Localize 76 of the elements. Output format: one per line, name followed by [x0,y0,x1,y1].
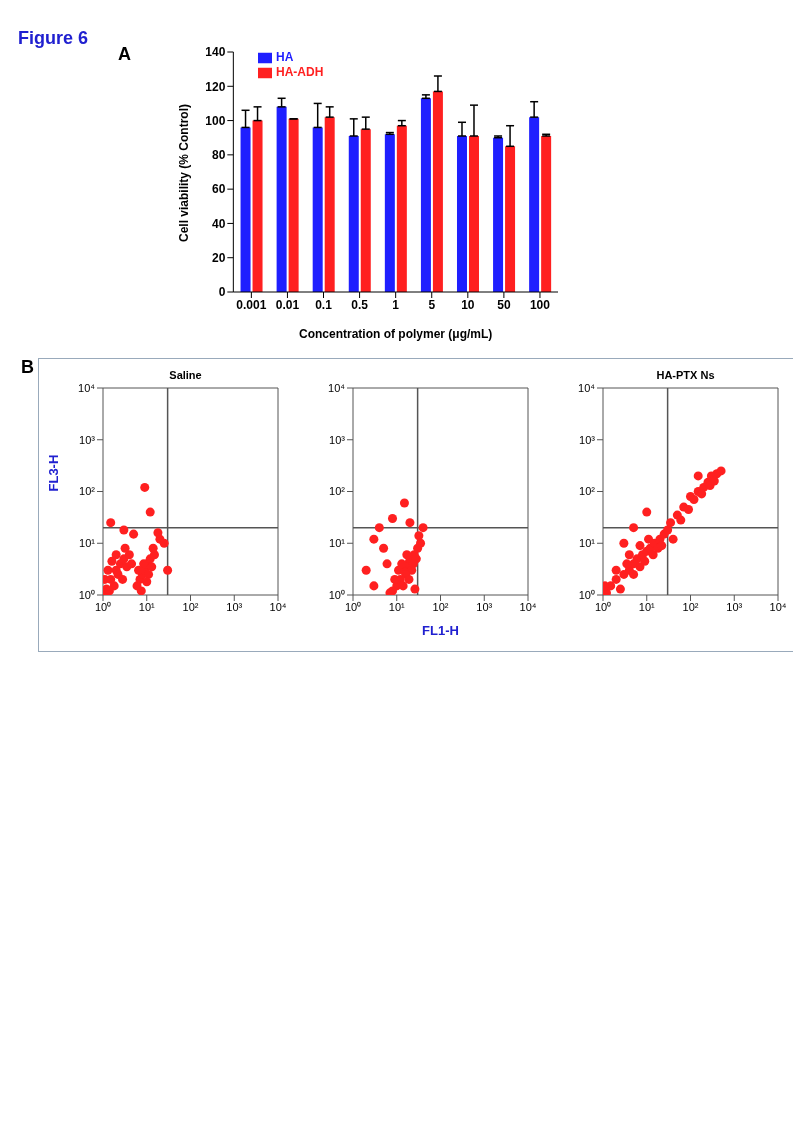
y-tick-label: 10¹ [329,537,346,550]
y-tick-label: 60 [211,182,226,197]
chart-title: HA-PTX Ns [655,369,716,383]
x-tick-label: 10² [182,600,199,613]
bar [432,91,443,292]
chart-title: Saline [168,369,203,383]
x-tick-label: 10 [461,297,475,312]
bar [240,127,251,292]
x-tick-label: 10³ [476,600,493,613]
bar [348,136,359,292]
bar [396,125,407,292]
bar [384,134,395,292]
bar [505,146,516,292]
bar [360,129,371,292]
y-tick-label: 20 [211,250,226,265]
y-tick-label: 10³ [329,433,346,446]
x-tick-label: 5 [428,297,436,312]
y-axis-title: Cell viability (% Control) [176,103,191,242]
y-tick-label: 10⁰ [578,588,595,601]
y-tick-label: 10² [79,485,96,498]
bar [456,136,467,292]
x-tick-label: 10⁰ [344,600,362,613]
x-tick-label: 0.1 [315,297,333,312]
bar [541,136,552,292]
x-tick-label: 10² [682,600,699,613]
x-axis-title: FL1-H [422,623,459,638]
x-tick-label: 10⁰ [594,600,612,613]
y-tick-label: 80 [211,148,226,163]
y-tick-label: 10⁰ [78,588,95,601]
y-tick-label: 120 [205,79,226,94]
x-tick-label: 10³ [726,600,743,613]
y-tick-label: 140 [205,45,226,60]
bar [288,118,299,292]
bar [312,127,323,292]
x-tick-label: 1 [392,297,400,312]
x-tick-label: 0.01 [275,297,300,312]
x-tick-label: 50 [497,297,511,312]
x-tick-label: 10⁴ [519,600,537,613]
x-tick-label: 10¹ [388,600,406,613]
x-tick-label: 10¹ [138,600,156,613]
y-tick-label: 10³ [79,433,96,446]
x-axis-title: Concentration of polymer (μg/mL) [298,327,493,341]
legend-label: HA-ADH [276,64,324,79]
bar [493,137,504,292]
legend-label: HA [276,50,294,64]
y-tick-label: 10² [579,485,596,498]
x-tick-label: 10² [432,600,449,613]
x-tick-label: 0.001 [236,297,267,312]
bar [468,136,479,292]
bar [420,98,431,292]
x-tick-label: 100 [529,297,551,312]
y-tick-label: 10⁴ [78,381,96,394]
y-tick-label: 10¹ [79,537,96,550]
y-axis-title: FL3-H [45,454,61,492]
x-tick-label: 0.5 [351,297,369,312]
y-tick-label: 10¹ [579,537,596,550]
y-tick-label: 10⁰ [328,588,345,601]
x-tick-label: 10⁰ [94,600,112,613]
text: B [21,357,34,378]
bar [324,117,335,292]
caption: Figure 6 [18,28,89,49]
x-tick-label: 10³ [226,600,243,613]
bar [529,117,540,292]
y-tick-label: 100 [205,113,226,128]
y-tick-label: 40 [211,216,226,231]
y-tick-label: 10² [329,485,346,498]
x-tick-label: 10⁴ [769,600,787,613]
y-tick-label: 0 [218,285,226,300]
y-tick-label: 10⁴ [578,381,596,394]
bar [276,106,287,292]
text: A [118,44,131,65]
bar [252,120,263,292]
y-tick-label: 10³ [579,433,596,446]
x-tick-label: 10⁴ [269,600,287,613]
x-tick-label: 10¹ [638,600,656,613]
y-tick-label: 10⁴ [328,381,346,394]
